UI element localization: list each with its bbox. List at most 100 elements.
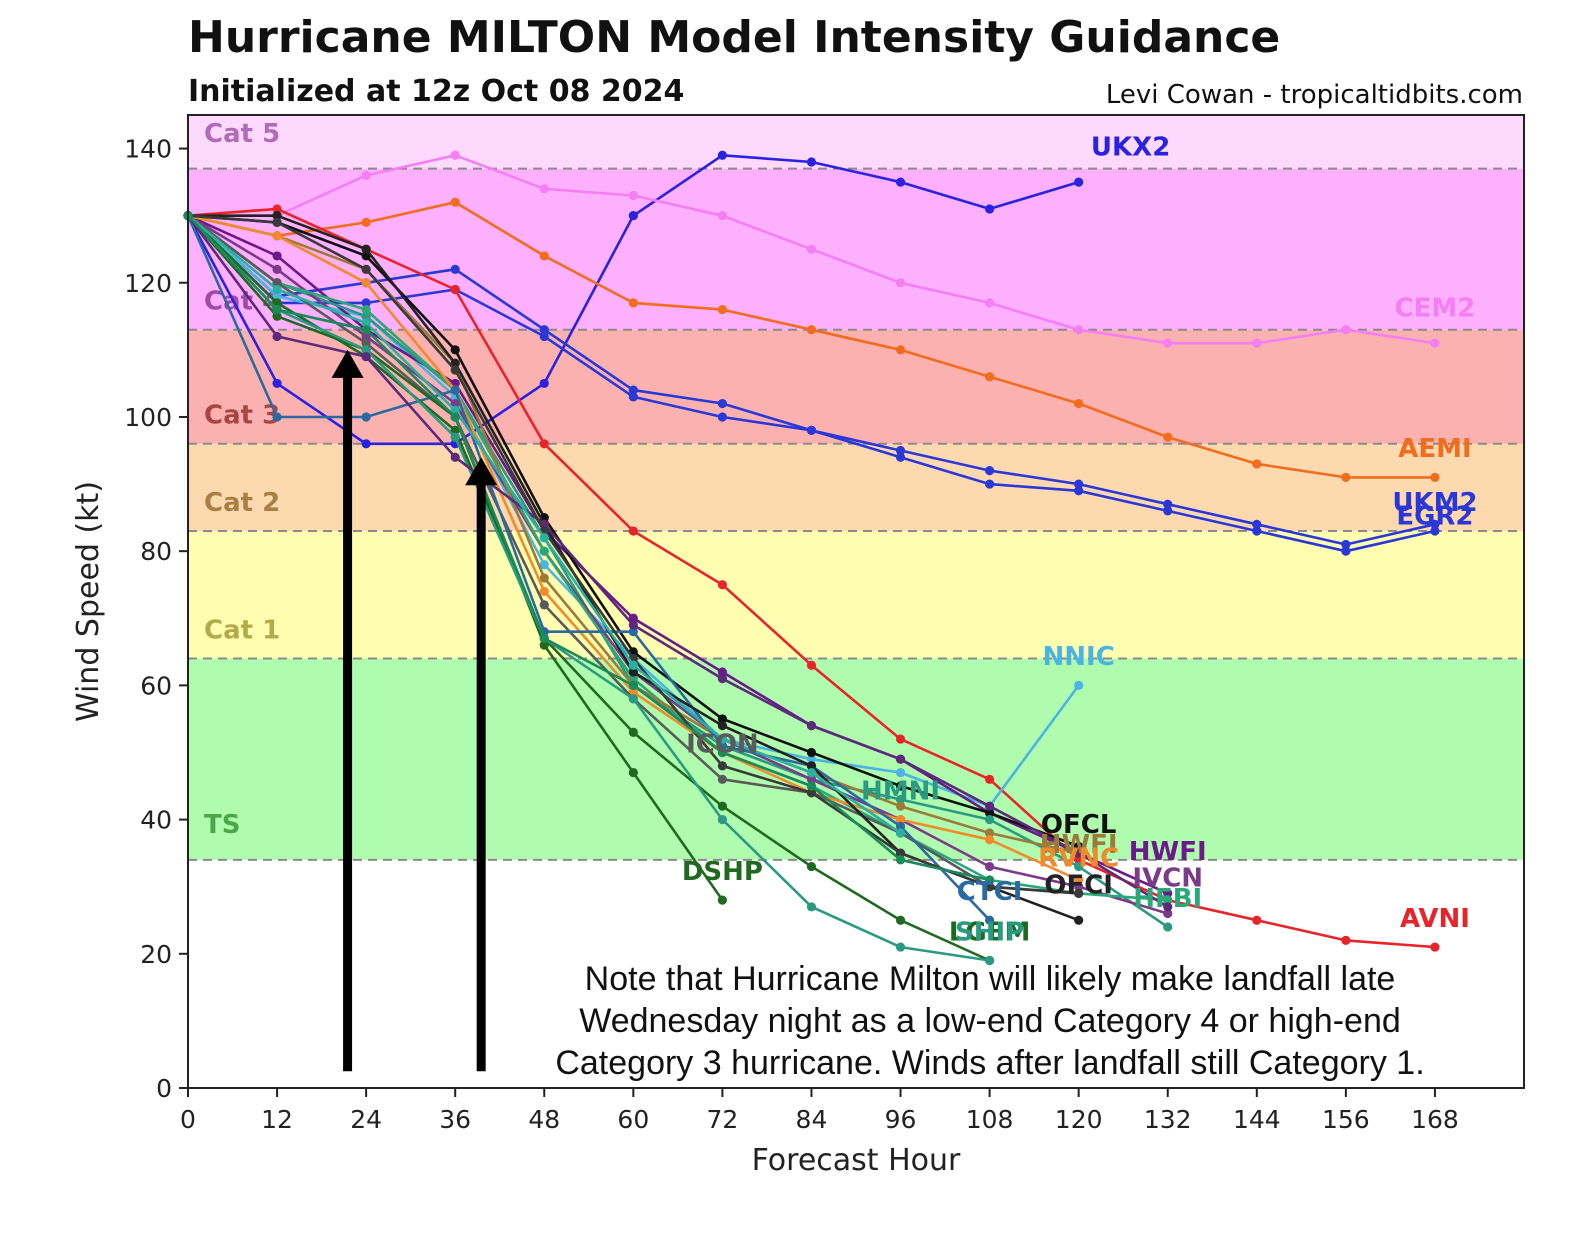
series-10-point-2 (361, 331, 371, 342)
series-23 (183, 211, 995, 885)
series-15-point-1 (272, 412, 282, 422)
series-22-point-5 (628, 660, 638, 670)
series-8-point-6 (717, 714, 728, 724)
landfall-arrows (331, 349, 498, 1072)
series-9-point-9 (985, 814, 995, 825)
series-3-point-10 (1074, 479, 1084, 489)
band-label-3: Cat 3 (204, 401, 280, 431)
series-19-point-7 (806, 902, 817, 912)
series-15-point-5 (628, 627, 638, 637)
series-23-point-7 (806, 781, 817, 791)
series-2-point-4 (539, 251, 549, 261)
x-tick-label-13: 156 (1322, 1105, 1370, 1134)
x-tick-label-2: 24 (350, 1105, 382, 1134)
series-2-point-14 (1430, 472, 1440, 482)
chart-subtitle: Initialized at 12z Oct 08 2024 (188, 74, 685, 109)
series-2-point-9 (985, 372, 995, 382)
series-18-point-7 (806, 861, 817, 872)
series-4-point-5 (628, 392, 638, 402)
series-17-point-5 (628, 768, 638, 778)
series-22-point-8 (895, 828, 906, 838)
plot-frame (187, 114, 1525, 1089)
series-18-point-6 (717, 801, 728, 811)
series-1-point-8 (895, 278, 906, 288)
series-18-point-3 (450, 425, 460, 435)
series-label-0: UKX2 (1091, 132, 1170, 162)
series-label-7: HWFI (1129, 837, 1207, 867)
band-label-1: Cat 1 (204, 615, 280, 645)
series-11-point-4 (539, 546, 549, 556)
series-0-point-5 (628, 211, 638, 221)
series-label-15: CTCI (957, 877, 1023, 907)
series-21-point-8 (895, 848, 906, 858)
series-23-point-5 (628, 680, 638, 690)
series-20-point-1 (272, 331, 282, 342)
x-tick-label-14: 168 (1411, 1105, 1459, 1134)
series-3-point-11 (1163, 499, 1173, 509)
series-12-point-9 (985, 828, 995, 838)
series-4-point-7 (806, 425, 817, 435)
series-0-point-7 (806, 157, 817, 167)
series-5-point-1 (272, 204, 282, 214)
series-5-point-14 (1430, 942, 1440, 952)
series-2-point-2 (361, 217, 371, 227)
series-5-point-6 (717, 580, 728, 590)
series-7-point-1 (272, 251, 282, 261)
series-12-point-4 (539, 573, 549, 583)
series-14-point-4 (539, 600, 549, 610)
series-22-point-4 (539, 533, 549, 543)
series-label-14: ICON (686, 729, 759, 759)
series-1-point-5 (628, 190, 638, 201)
series-6-point-1 (272, 291, 282, 301)
series-23-point-3 (450, 412, 460, 422)
series-18-point-8 (895, 915, 906, 925)
series-20-point-8 (895, 754, 906, 764)
series-13-point-1 (272, 231, 282, 241)
series-label-8: OFCL (1041, 810, 1117, 840)
series-13-point-9 (985, 835, 995, 845)
series-5-point-3 (450, 284, 460, 295)
series-4-point-6 (717, 412, 728, 422)
band-2 (188, 443, 1524, 532)
x-tick-label-11: 132 (1144, 1105, 1192, 1134)
x-tick-label-8: 96 (885, 1105, 917, 1134)
series-13-point-4 (539, 586, 549, 597)
series-15-point-2 (361, 412, 371, 422)
series-label-4: EGR2 (1396, 501, 1473, 531)
series-10-point-9 (985, 861, 995, 872)
series-1-point-14 (1430, 338, 1440, 348)
series-16-point-5 (628, 667, 638, 677)
series-20-point-9 (985, 801, 995, 811)
x-tick-label-0: 0 (180, 1105, 196, 1134)
series-21-point-6 (717, 761, 728, 771)
series-3-point-12 (1252, 519, 1262, 529)
band-4 (188, 168, 1524, 330)
series-19-point-8 (895, 942, 906, 952)
series-label-3: UKM2 (1392, 488, 1477, 518)
series-1-point-4 (539, 184, 549, 194)
series-14-point-2 (361, 338, 371, 348)
series-12-point-8 (895, 801, 906, 811)
series-19-point-6 (717, 814, 728, 825)
series-2-point-6 (717, 305, 728, 315)
series-22-point-1 (272, 284, 282, 295)
series-15-point-9 (985, 915, 995, 925)
x-axis: 0 12 24 36 48 60 72 84 96 108 120 132 144 156 168 (180, 1088, 1459, 1134)
series-3-point-3 (450, 264, 460, 274)
y-tick-label-4: 80 (140, 537, 172, 566)
series-5-point-10 (1074, 855, 1084, 865)
series-0-point-6 (717, 150, 728, 160)
y-tick-label-6: 120 (124, 269, 172, 298)
series-4-point-12 (1252, 526, 1262, 536)
series-10-point-1 (272, 264, 282, 274)
band-3 (188, 329, 1524, 444)
series-19-point-5 (628, 694, 638, 704)
series-22-point-3 (450, 405, 460, 415)
series-2-point-12 (1252, 459, 1262, 469)
series-label-12: HWFI (1040, 830, 1118, 860)
series-8-point-7 (806, 747, 817, 758)
series-label-6: NNIC (1043, 642, 1115, 672)
series-label-11: HFBI (1133, 884, 1202, 914)
series-23-point-2 (361, 325, 371, 335)
